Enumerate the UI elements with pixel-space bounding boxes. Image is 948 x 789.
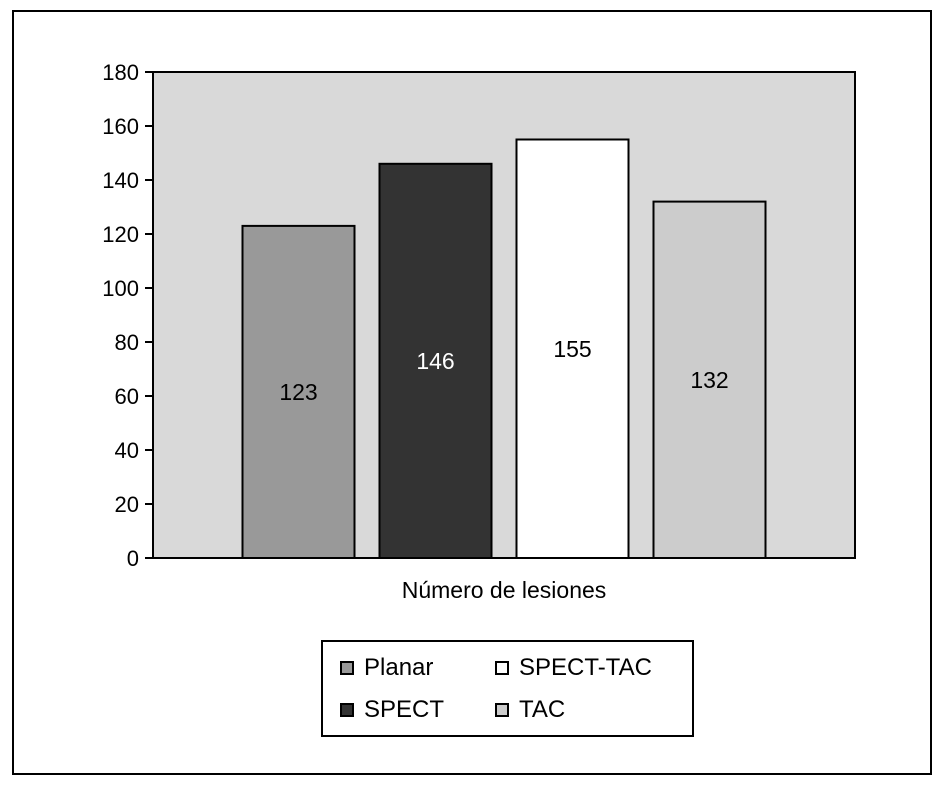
y-tick-label: 180	[102, 60, 139, 85]
legend-item-spect: SPECT	[340, 695, 444, 725]
bar-value-label-spect: 146	[416, 348, 454, 374]
legend-swatch-tac	[495, 703, 509, 717]
y-tick-label: 40	[115, 438, 139, 463]
y-tick-label: 80	[115, 330, 139, 355]
y-tick-label: 140	[102, 168, 139, 193]
y-tick-label: 0	[127, 546, 139, 571]
bar-value-label-planar: 123	[279, 379, 317, 405]
bar-spect	[378, 162, 493, 560]
legend-item-spect-tac: SPECT-TAC	[495, 653, 652, 683]
bar-value-label-tac: 132	[690, 367, 728, 393]
legend-label-spect-tac: SPECT-TAC	[519, 654, 652, 681]
legend-swatch-spect-tac	[495, 661, 509, 675]
bar-value-label-spect-tac: 155	[553, 336, 591, 362]
bar-planar	[241, 224, 356, 559]
y-tick-label: 60	[115, 384, 139, 409]
legend-swatch-spect	[340, 703, 354, 717]
legend-label-planar: Planar	[364, 654, 434, 681]
x-axis-title: Número de lesiones	[402, 577, 607, 603]
legend-swatch-planar	[340, 661, 354, 675]
legend-label-tac: TAC	[519, 696, 566, 723]
legend: Planar SPECT-TAC SPECT TAC	[321, 640, 694, 737]
y-tick-label: 20	[115, 492, 139, 517]
legend-item-planar: Planar	[340, 653, 433, 683]
y-tick-label: 100	[102, 276, 139, 301]
bar-spect-tac	[515, 138, 630, 559]
legend-item-tac: TAC	[495, 695, 565, 725]
y-tick-label: 120	[102, 222, 139, 247]
legend-label-spect: SPECT	[364, 696, 445, 723]
y-axis: 0 20 40 60 80 100 120 140 160 180	[102, 60, 153, 571]
bar-tac	[652, 200, 767, 559]
y-tick-label: 160	[102, 114, 139, 139]
bars: 123 146 155 132	[241, 138, 767, 560]
